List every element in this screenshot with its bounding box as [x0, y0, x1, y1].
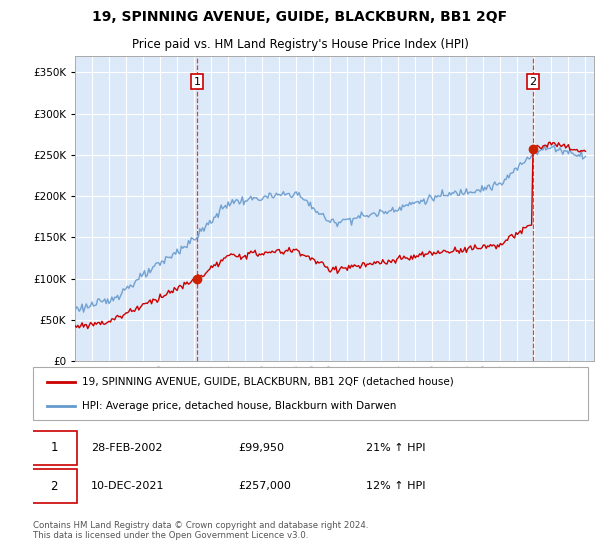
Text: 21% ↑ HPI: 21% ↑ HPI: [366, 443, 425, 453]
Text: £99,950: £99,950: [238, 443, 284, 453]
Text: £257,000: £257,000: [238, 481, 291, 491]
FancyBboxPatch shape: [33, 367, 588, 420]
Text: HPI: Average price, detached house, Blackburn with Darwen: HPI: Average price, detached house, Blac…: [82, 401, 396, 411]
FancyBboxPatch shape: [30, 431, 77, 465]
Text: 1: 1: [193, 77, 200, 87]
Text: 28-FEB-2002: 28-FEB-2002: [91, 443, 163, 453]
FancyBboxPatch shape: [30, 469, 77, 503]
Text: 2: 2: [50, 479, 58, 493]
Text: 10-DEC-2021: 10-DEC-2021: [91, 481, 165, 491]
Text: Price paid vs. HM Land Registry's House Price Index (HPI): Price paid vs. HM Land Registry's House …: [131, 38, 469, 51]
Text: 1: 1: [50, 441, 58, 455]
Text: 19, SPINNING AVENUE, GUIDE, BLACKBURN, BB1 2QF: 19, SPINNING AVENUE, GUIDE, BLACKBURN, B…: [92, 11, 508, 25]
Text: 12% ↑ HPI: 12% ↑ HPI: [366, 481, 425, 491]
Text: 19, SPINNING AVENUE, GUIDE, BLACKBURN, BB1 2QF (detached house): 19, SPINNING AVENUE, GUIDE, BLACKBURN, B…: [82, 377, 454, 387]
Text: Contains HM Land Registry data © Crown copyright and database right 2024.
This d: Contains HM Land Registry data © Crown c…: [33, 521, 368, 540]
Text: 2: 2: [529, 77, 536, 87]
